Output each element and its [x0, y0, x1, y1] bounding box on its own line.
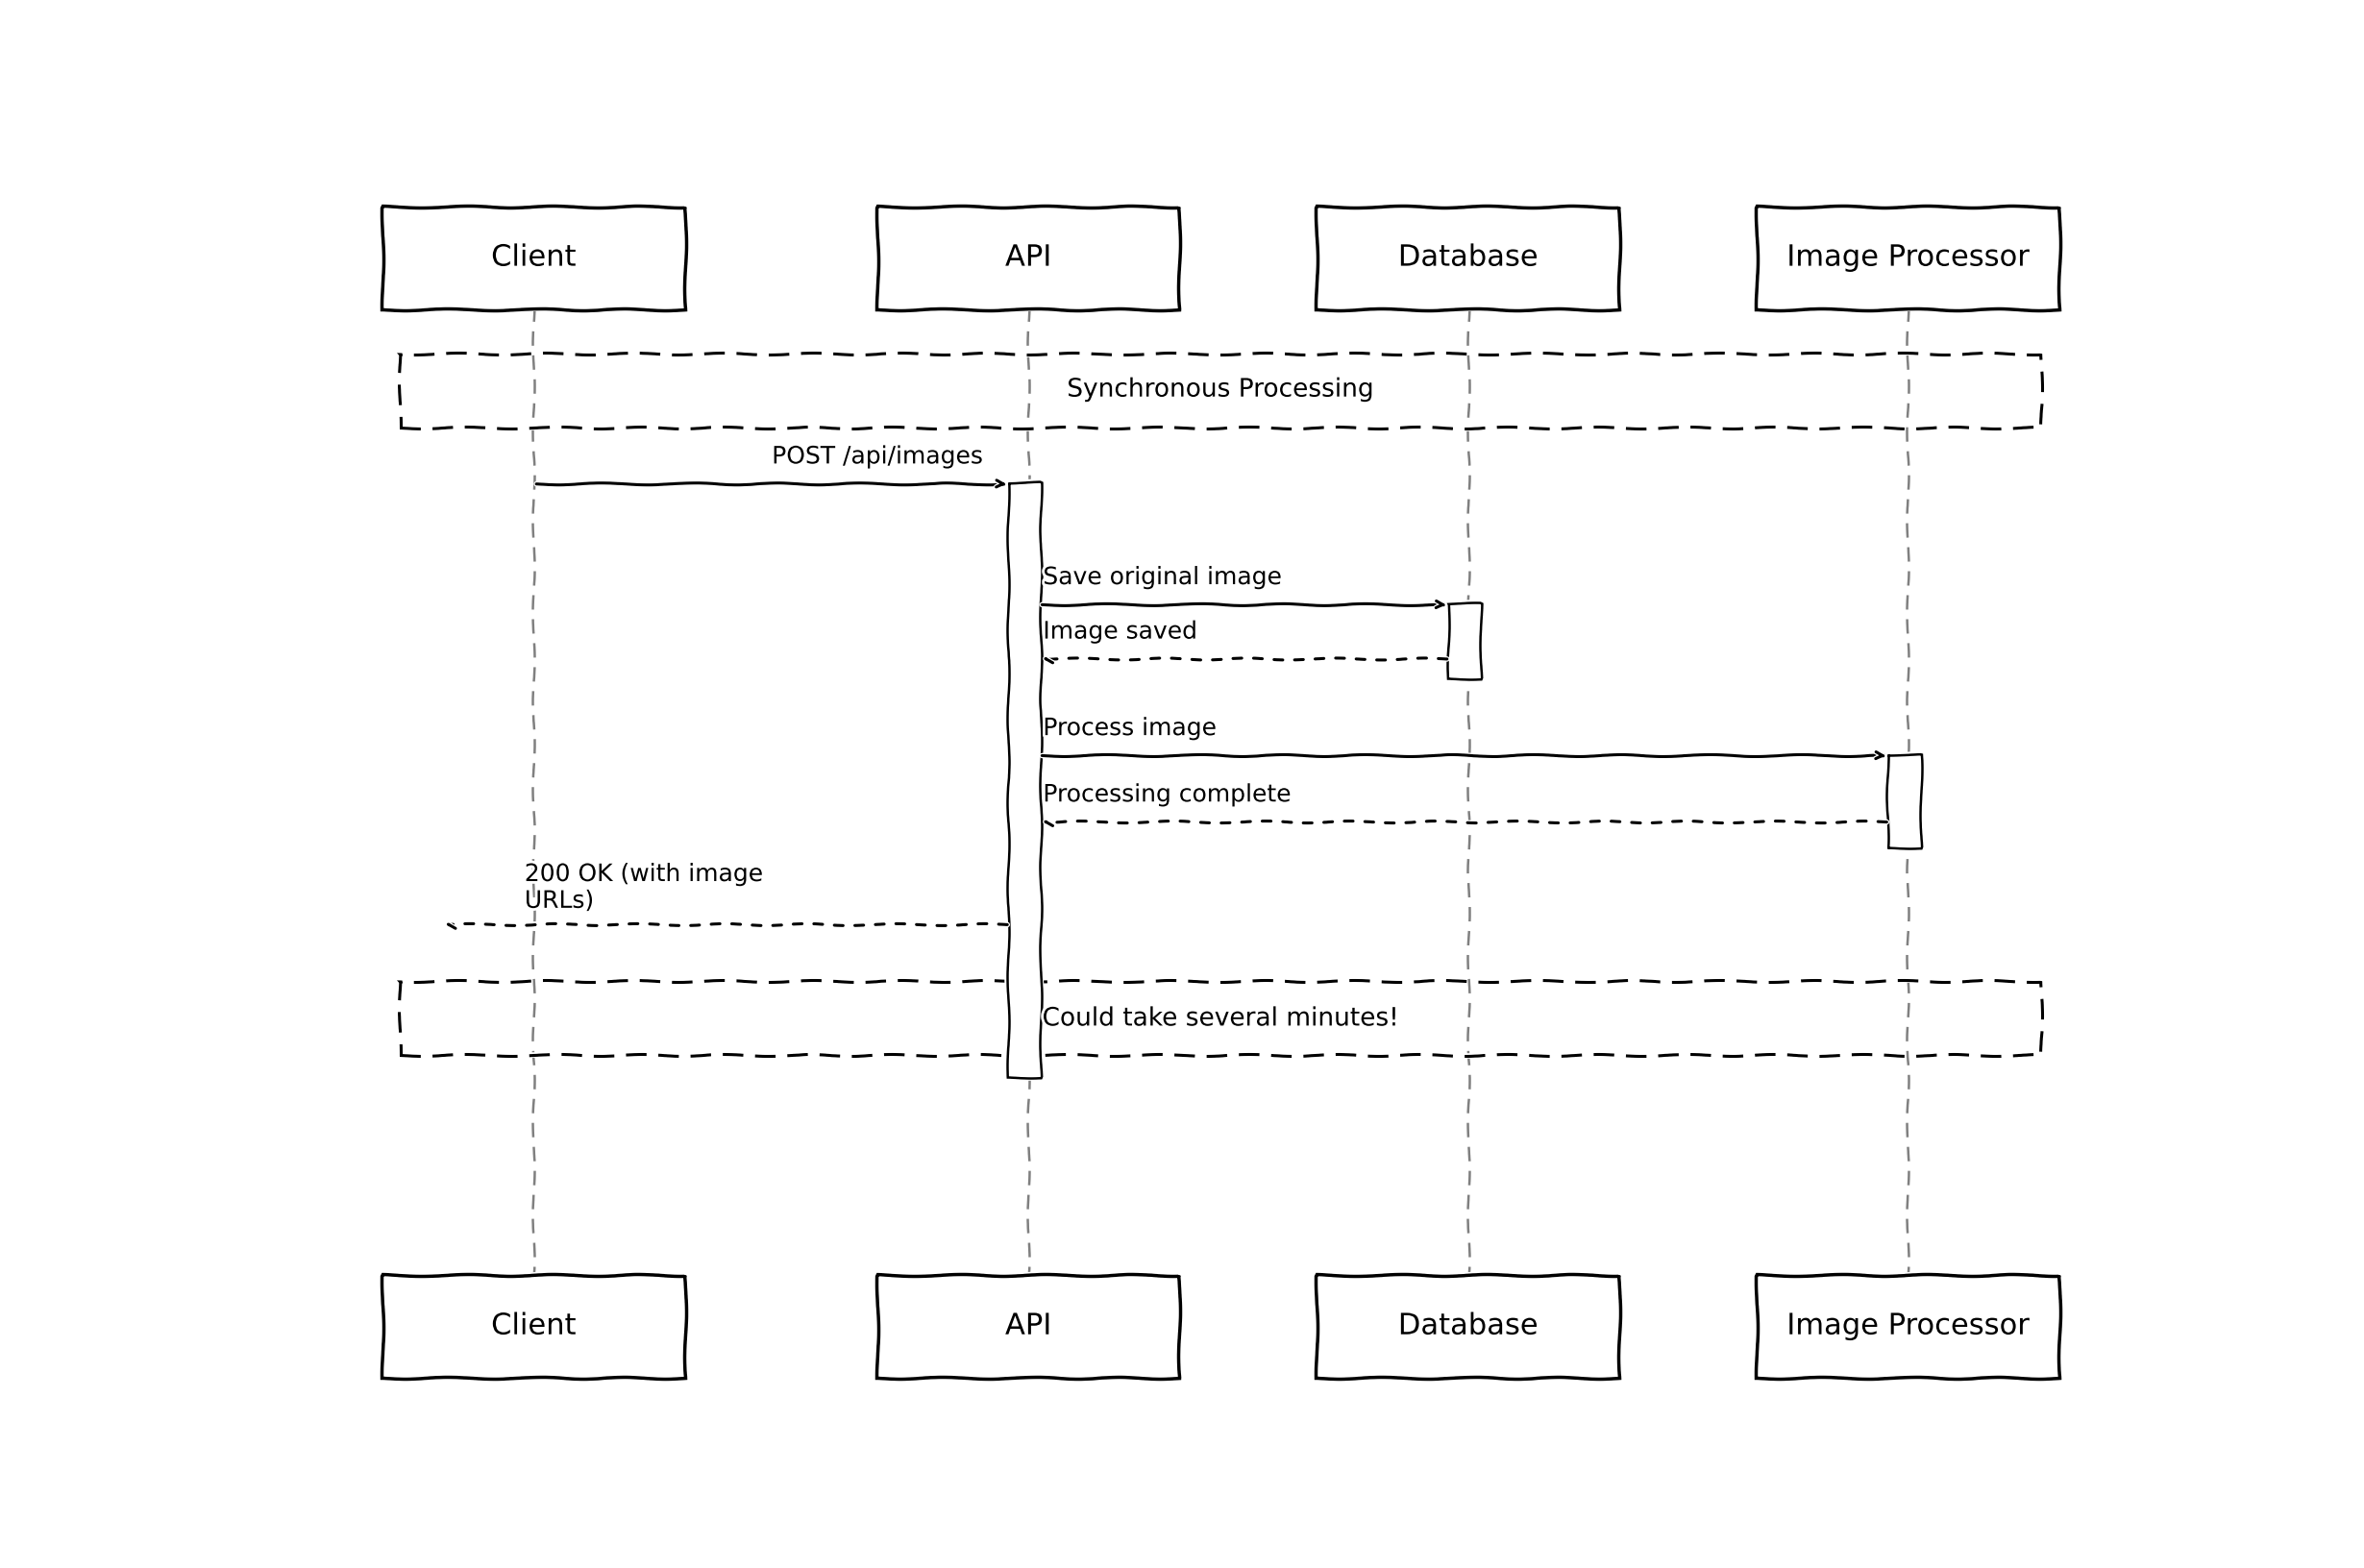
Text: API: API — [1005, 243, 1052, 271]
FancyBboxPatch shape — [1756, 1275, 2059, 1377]
FancyBboxPatch shape — [383, 207, 686, 309]
FancyBboxPatch shape — [1007, 483, 1040, 1077]
FancyBboxPatch shape — [1447, 604, 1480, 679]
Text: Image Processor: Image Processor — [1787, 1312, 2028, 1341]
Text: Image Processor: Image Processor — [1787, 243, 2028, 271]
Text: 200 OK (with image
URLs): 200 OK (with image URLs) — [525, 862, 764, 913]
FancyBboxPatch shape — [1317, 207, 1619, 309]
FancyBboxPatch shape — [1756, 207, 2059, 309]
Text: Process image: Process image — [1043, 717, 1217, 740]
FancyBboxPatch shape — [877, 1275, 1180, 1377]
Text: POST /api/images: POST /api/images — [771, 445, 983, 469]
Text: API: API — [1005, 1312, 1052, 1341]
Text: Client: Client — [492, 1312, 577, 1341]
Text: Image saved: Image saved — [1043, 621, 1199, 643]
FancyBboxPatch shape — [383, 1275, 686, 1377]
FancyBboxPatch shape — [877, 207, 1180, 309]
Text: Could take several minutes!: Could take several minutes! — [1043, 1007, 1399, 1032]
Text: Save original image: Save original image — [1043, 566, 1281, 590]
FancyBboxPatch shape — [1886, 754, 1920, 847]
Text: Database: Database — [1397, 243, 1539, 271]
FancyBboxPatch shape — [1317, 1275, 1619, 1377]
Text: Processing complete: Processing complete — [1043, 784, 1291, 806]
Text: Client: Client — [492, 243, 577, 271]
Text: Synchronous Processing: Synchronous Processing — [1066, 378, 1373, 403]
Text: Database: Database — [1397, 1312, 1539, 1341]
